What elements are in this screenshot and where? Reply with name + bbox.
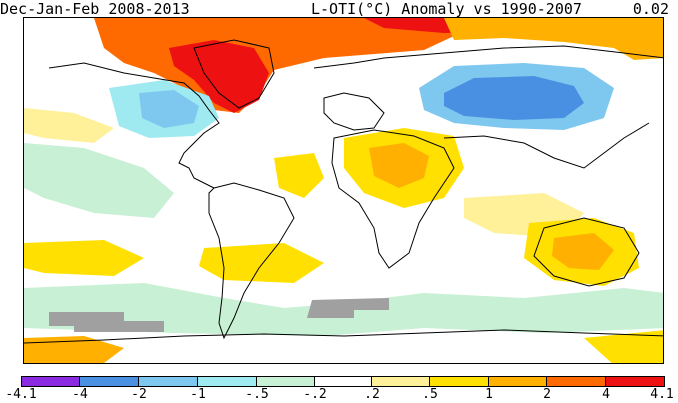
period-label: Dec-Jan-Feb 2008-2013	[0, 0, 190, 18]
warm-region-south-pacific	[24, 240, 144, 276]
missing-data-west	[49, 312, 164, 332]
color-scale-bar	[21, 376, 665, 387]
anomaly-map-graphic	[24, 18, 663, 363]
color-bin	[315, 376, 372, 387]
warm-region-antarctic	[24, 336, 124, 363]
warm-region-arctic	[94, 18, 454, 113]
color-bin	[21, 376, 80, 387]
tick-label: -.2	[303, 387, 327, 402]
color-bin	[372, 376, 430, 387]
coast-eurasia	[313, 45, 663, 69]
warm-region-australia-core	[552, 233, 614, 270]
warm-region-africa-core	[369, 143, 429, 188]
coast-africa	[331, 129, 455, 269]
global-mean-value: 0.02	[632, 0, 669, 18]
color-bin	[139, 376, 198, 387]
tick-label: -2	[131, 387, 147, 402]
map-title-row: Dec-Jan-Feb 2008-2013 L-OTI(°C) Anomaly …	[0, 0, 678, 18]
missing-data-east	[307, 298, 389, 318]
coast-asia-south	[443, 122, 650, 169]
tick-label: 1	[485, 387, 493, 402]
warm-region-south-atlantic	[199, 243, 324, 283]
color-scale-frame	[21, 376, 665, 387]
coast-antarctica	[24, 329, 663, 344]
warm-region-north-pacific	[24, 108, 114, 143]
cool-region-pacific	[24, 143, 174, 218]
coast-australia	[533, 217, 640, 287]
color-scale-ticks: -4.1 -4 -2 -1 -.5 -.2 .2 .5 1 2 4 4.1	[0, 387, 678, 403]
hot-region-greenland	[169, 40, 269, 113]
warm-region-antarctic-east	[584, 330, 663, 363]
color-bin	[489, 376, 547, 387]
cold-region-eurasia-core	[444, 76, 584, 120]
warm-region-siberia	[444, 18, 663, 60]
tick-label: -.5	[245, 387, 269, 402]
coast-greenland	[193, 39, 275, 109]
coastlines	[24, 39, 663, 344]
tick-label: .5	[422, 387, 438, 402]
coast-europe	[323, 92, 385, 131]
tick-label: 4	[602, 387, 610, 402]
warm-region-central-pacific	[274, 153, 324, 198]
tick-label: 4.1	[650, 387, 674, 402]
tick-label: 2	[543, 387, 551, 402]
color-bin	[257, 376, 315, 387]
cool-region-north-america-core	[139, 90, 199, 128]
tick-label: -1	[190, 387, 206, 402]
color-bin	[80, 376, 139, 387]
coast-north-america	[48, 62, 220, 189]
color-bin	[430, 376, 489, 387]
product-label: L-OTI(°C) Anomaly vs 1990-2007	[311, 0, 582, 18]
tick-label: .2	[364, 387, 380, 402]
tick-label: -4.1	[5, 387, 37, 402]
coast-south-america	[208, 182, 295, 340]
tick-label: -4	[72, 387, 88, 402]
color-bin	[547, 376, 606, 387]
color-bin	[198, 376, 257, 387]
anomaly-map	[23, 17, 664, 364]
